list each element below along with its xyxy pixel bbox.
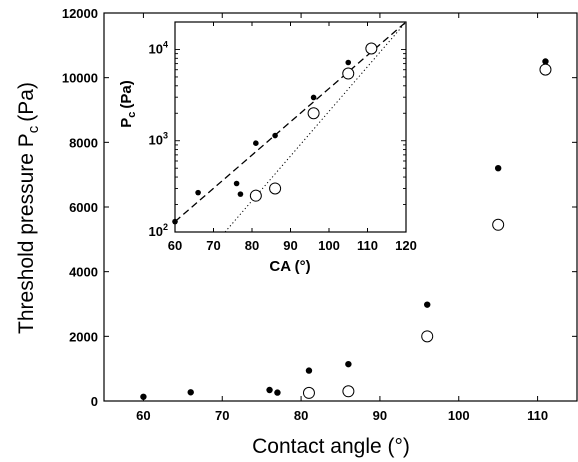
inset-open-point	[365, 42, 378, 55]
inset-filled-point	[195, 189, 201, 196]
inset-dashed-fit-line	[175, 22, 406, 223]
inset-filled-point	[310, 94, 317, 101]
main-y-axis-title-unit: (Pa)	[15, 82, 38, 122]
inset-y-axis-title-sub: c	[126, 112, 138, 118]
inset-open-point	[249, 189, 262, 202]
main-filled-point	[140, 393, 147, 400]
main-y-tick-label: 8000	[69, 135, 98, 150]
inset-x-axis-title: CA (°)	[269, 258, 310, 275]
main-filled-point	[266, 386, 273, 394]
main-filled-point	[274, 389, 281, 396]
inset-open-point	[269, 182, 282, 195]
main-y-tick-label: 12000	[62, 6, 98, 21]
inset-filled-point	[345, 59, 352, 66]
main-filled-point	[345, 360, 352, 368]
inset-axis-titles: CA (°) Pc (Pa)	[118, 80, 311, 275]
main-open-point	[342, 385, 355, 398]
inset-filled-point	[272, 132, 278, 139]
inset-filled-point	[237, 191, 244, 197]
main-y-axis-title-main: Threshold pressure P	[15, 133, 38, 334]
main-open-point	[302, 386, 315, 399]
inset-y-tick-label: 104	[149, 39, 168, 56]
inset-open-point	[307, 107, 320, 120]
main-x-tick-label: 70	[215, 408, 229, 423]
main-filled-point	[494, 165, 502, 172]
main-open-point	[492, 218, 505, 231]
main-filled-point	[305, 367, 313, 374]
inset-x-tick-label: 80	[245, 238, 259, 253]
inset-filled-point	[233, 180, 240, 187]
main-x-tick-label: 100	[448, 408, 470, 423]
main-y-tick-label: 2000	[69, 329, 98, 344]
main-filled-point	[542, 58, 549, 65]
main-axis-titles: Contact angle (°) Threshold pressure Pc(…	[15, 82, 410, 458]
inset-y-axis-title-main: P	[118, 118, 135, 128]
main-y-axis-title: Threshold pressure Pc (Pa)	[15, 82, 42, 334]
inset-open-point	[342, 67, 355, 80]
inset-y-axis-title: Pc (Pa)	[118, 80, 138, 127]
main-x-tick-label: 90	[373, 408, 387, 423]
main-x-axis-title: Contact angle (°)	[252, 435, 410, 458]
inset-plot-frame	[174, 21, 407, 233]
inset-y-tick-label: 103	[149, 131, 168, 148]
main-open-point	[539, 63, 552, 76]
inset-y-tick-label: 102	[149, 222, 168, 239]
inset-x-tick-label: 100	[318, 238, 340, 253]
inset-x-tick-label: 60	[168, 238, 182, 253]
main-x-tick-label: 60	[136, 408, 150, 423]
inset-x-tick-label: 110	[357, 238, 378, 253]
main-y-axis-title-sub: c	[25, 125, 42, 133]
inset-x-tick-label: 120	[395, 238, 417, 253]
inset-x-tick-label: 90	[283, 238, 297, 253]
inset-plot: 60 70 80 90 100 110 120 102 103 104	[149, 21, 417, 253]
main-y-tick-label: 0	[91, 394, 98, 409]
main-open-point	[421, 330, 434, 343]
main-filled-point	[187, 389, 194, 396]
main-y-tick-label: 10000	[62, 71, 98, 86]
inset-filled-point	[172, 218, 178, 225]
inset-x-tick-label: 70	[206, 238, 220, 253]
main-x-tick-label: 80	[294, 408, 308, 423]
main-filled-point	[424, 301, 431, 308]
main-x-tick-label: 110	[527, 408, 548, 423]
inset-filled-point	[253, 140, 259, 146]
main-y-tick-label: 4000	[69, 265, 98, 280]
main-plot: 60 70 80 90 100 110 0 2000 4000 6000 8000 10000 1200…	[62, 6, 578, 423]
main-y-tick-label: 6000	[69, 200, 98, 215]
inset-y-axis-title-unit: (Pa)	[118, 80, 135, 108]
